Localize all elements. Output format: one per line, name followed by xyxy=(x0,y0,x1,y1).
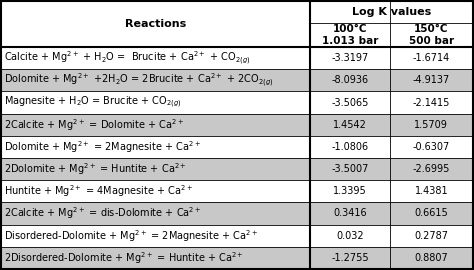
Text: -1.2755: -1.2755 xyxy=(331,253,369,263)
Text: -3.5065: -3.5065 xyxy=(331,97,369,107)
Text: -1.6714: -1.6714 xyxy=(413,53,450,63)
Text: 1.5709: 1.5709 xyxy=(414,120,448,130)
Text: 0.8807: 0.8807 xyxy=(414,253,448,263)
Text: 0.3416: 0.3416 xyxy=(333,208,367,218)
Text: 100°C
1.013 bar: 100°C 1.013 bar xyxy=(322,24,378,46)
Bar xyxy=(1,158,473,180)
Text: 2Calcite + Mg$^{2+}$ = Dolomite + Ca$^{2+}$: 2Calcite + Mg$^{2+}$ = Dolomite + Ca$^{2… xyxy=(4,117,184,133)
Bar xyxy=(1,69,473,92)
Text: 1.4542: 1.4542 xyxy=(333,120,367,130)
Text: 2Disordered-Dolomite + Mg$^{2+}$ = Huntite + Ca$^{2+}$: 2Disordered-Dolomite + Mg$^{2+}$ = Hunti… xyxy=(4,250,244,266)
Text: 2Dolomite + Mg$^{2+}$ = Huntite + Ca$^{2+}$: 2Dolomite + Mg$^{2+}$ = Huntite + Ca$^{2… xyxy=(4,161,187,177)
Bar xyxy=(1,114,473,136)
Text: -2.6995: -2.6995 xyxy=(413,164,450,174)
Text: Disordered-Dolomite + Mg$^{2+}$ = 2Magnesite + Ca$^{2+}$: Disordered-Dolomite + Mg$^{2+}$ = 2Magne… xyxy=(4,228,258,244)
Text: 1.3395: 1.3395 xyxy=(333,186,367,196)
Text: Reactions: Reactions xyxy=(125,19,186,29)
Text: -8.0936: -8.0936 xyxy=(331,75,369,85)
Text: Log K values: Log K values xyxy=(352,7,431,17)
Text: Dolomite + Mg$^{2+}$ = 2Magnesite + Ca$^{2+}$: Dolomite + Mg$^{2+}$ = 2Magnesite + Ca$^… xyxy=(4,139,201,155)
Text: Magnesite + H$_2$O = Brucite + CO$_{2(g)}$: Magnesite + H$_2$O = Brucite + CO$_{2(g)… xyxy=(4,95,182,110)
Text: 0.2787: 0.2787 xyxy=(414,231,448,241)
Text: Huntite + Mg$^{2+}$ = 4Magnesite + Ca$^{2+}$: Huntite + Mg$^{2+}$ = 4Magnesite + Ca$^{… xyxy=(4,183,193,199)
Text: -2.1415: -2.1415 xyxy=(413,97,450,107)
Text: -4.9137: -4.9137 xyxy=(413,75,450,85)
Text: 1.4381: 1.4381 xyxy=(414,186,448,196)
Text: Dolomite + Mg$^{2+}$ +2H$_2$O = 2Brucite + Ca$^{2+}$ + 2CO$_{2(g)}$: Dolomite + Mg$^{2+}$ +2H$_2$O = 2Brucite… xyxy=(4,72,273,89)
Text: 0.6615: 0.6615 xyxy=(414,208,448,218)
Text: -3.3197: -3.3197 xyxy=(331,53,369,63)
Text: -1.0806: -1.0806 xyxy=(331,142,369,152)
Text: -3.5007: -3.5007 xyxy=(331,164,369,174)
Bar xyxy=(1,247,473,269)
Text: 0.032: 0.032 xyxy=(336,231,364,241)
Text: 150°C
500 bar: 150°C 500 bar xyxy=(409,24,454,46)
Bar xyxy=(1,202,473,225)
Text: -0.6307: -0.6307 xyxy=(413,142,450,152)
Text: 2Calcite + Mg$^{2+}$ = dis-Dolomite + Ca$^{2+}$: 2Calcite + Mg$^{2+}$ = dis-Dolomite + Ca… xyxy=(4,205,201,221)
Text: Calcite + Mg$^{2+}$ + H$_2$O =  Brucite + Ca$^{2+}$ + CO$_{2(g)}$: Calcite + Mg$^{2+}$ + H$_2$O = Brucite +… xyxy=(4,49,250,67)
